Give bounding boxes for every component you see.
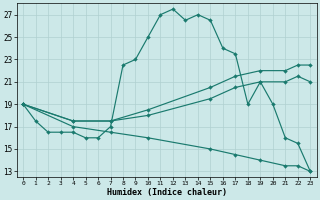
X-axis label: Humidex (Indice chaleur): Humidex (Indice chaleur) bbox=[107, 188, 227, 197]
